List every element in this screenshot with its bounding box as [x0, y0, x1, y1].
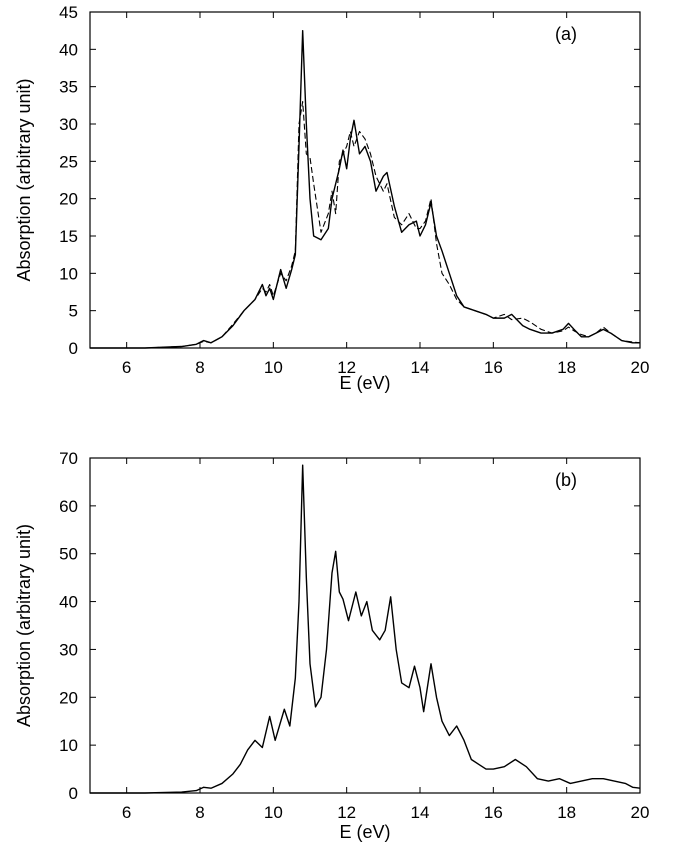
series-line-solid	[90, 29, 640, 349]
y-tick-label: 0	[69, 784, 78, 803]
plot-frame	[89, 457, 641, 794]
panel-label: (b)	[555, 470, 577, 490]
chart-panel-b: 6 8 10 12 14 16 18 20 0 10 20 30 40 50 60 70 E (eV) Absor…	[14, 449, 649, 842]
y-tick-label: 50	[59, 545, 78, 564]
y-tick-label: 30	[59, 115, 78, 134]
x-tick-label: 12	[337, 358, 356, 377]
panel-label: (a)	[555, 24, 577, 44]
y-axis-title: Absorption (arbitrary unit)	[14, 78, 34, 281]
x-tick-label: 16	[484, 803, 503, 822]
x-tick-label: 18	[557, 803, 576, 822]
x-tick-label: 14	[411, 358, 430, 377]
x-tick-label: 20	[631, 358, 650, 377]
y-tick-label: 60	[59, 497, 78, 516]
x-tick-label: 6	[122, 358, 131, 377]
series-line-solid	[90, 464, 641, 794]
y-tick-label: 20	[59, 688, 78, 707]
y-axis-title: Absorption (arbitrary unit)	[14, 524, 34, 727]
y-tick-label: 5	[69, 302, 78, 321]
y-tick-label: 25	[59, 152, 78, 171]
x-tick-label: 8	[195, 358, 204, 377]
x-tick-label: 16	[484, 358, 503, 377]
x-tick-label: 10	[264, 803, 283, 822]
x-tick-label: 14	[411, 803, 430, 822]
x-axis-title: E (eV)	[339, 822, 390, 842]
y-tick-label: 0	[69, 339, 78, 358]
x-axis-title: E (eV)	[339, 373, 390, 393]
series-line-dashed	[90, 101, 641, 349]
y-tick-label: 10	[59, 264, 78, 283]
y-tick-label: 70	[59, 449, 78, 468]
x-tick-label: 12	[337, 803, 356, 822]
chart-panel-a: 6 8 10 12 14 16 18 20 0 5 10 15 20 25 30 35 40 45 E (eV) Ab…	[14, 3, 649, 393]
y-tick-label: 10	[59, 736, 78, 755]
y-tick-label: 30	[59, 640, 78, 659]
x-tick-label: 18	[557, 358, 576, 377]
y-tick-label: 20	[59, 190, 78, 209]
x-tick-label: 8	[195, 803, 204, 822]
y-tick-label: 40	[59, 593, 78, 612]
x-tick-label: 20	[631, 803, 650, 822]
plot-frame	[89, 11, 641, 349]
y-tick-label: 35	[59, 78, 78, 97]
y-tick-label: 40	[59, 40, 78, 59]
x-tick-label: 10	[264, 358, 283, 377]
y-tick-label: 15	[59, 227, 78, 246]
y-tick-label: 45	[59, 3, 78, 22]
x-tick-label: 6	[122, 803, 131, 822]
